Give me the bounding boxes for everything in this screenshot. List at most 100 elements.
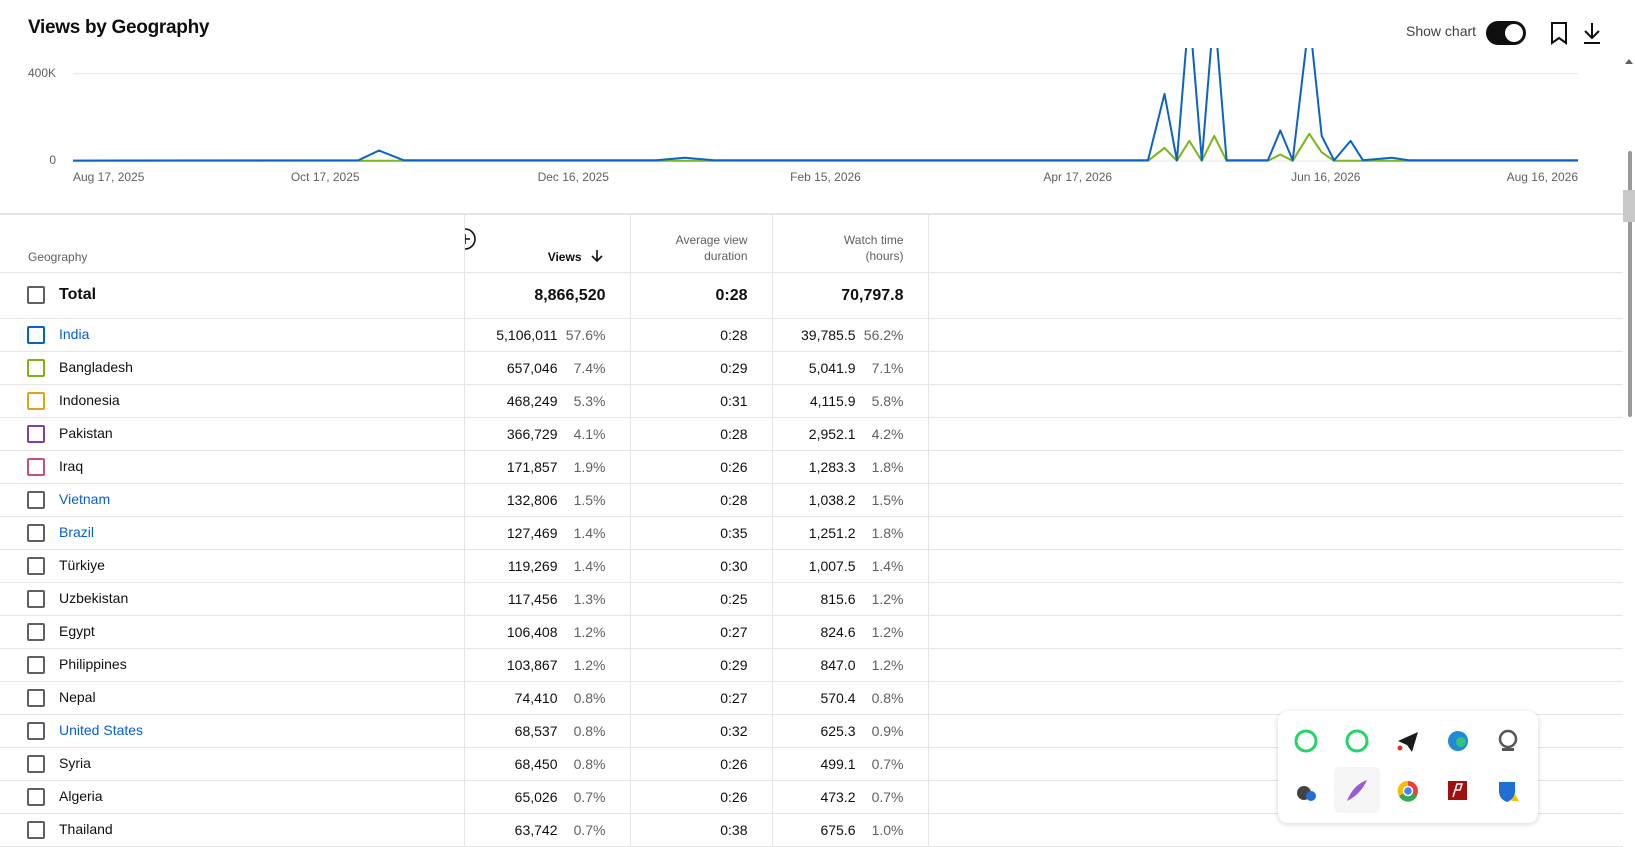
column-header[interactable]: Average view duration xyxy=(675,233,748,263)
checkbox[interactable] xyxy=(27,788,45,807)
views-value: 68,450 xyxy=(514,756,558,772)
download-icon[interactable] xyxy=(1584,23,1600,44)
geography-cell: United States xyxy=(0,714,465,748)
header-row: Geography Views Average view duration Wa… xyxy=(0,214,1623,273)
checkbox[interactable] xyxy=(27,425,45,444)
avg-duration: 0:29 xyxy=(630,351,773,385)
empty-cell xyxy=(928,516,1623,550)
avg-duration: 0:29 xyxy=(630,648,773,682)
column-header[interactable]: Views xyxy=(547,250,582,264)
avg-duration: 0:35 xyxy=(630,516,773,550)
watch-cell: 499.1 0.7% xyxy=(772,747,929,781)
country-row: Vietnam 132,806 1.5% 0:28 1,038.2 1.5% xyxy=(0,483,1623,517)
checkbox[interactable] xyxy=(27,755,45,774)
views-value: 117,456 xyxy=(507,591,558,607)
watch-value: 499.1 xyxy=(820,756,856,772)
watch-value: 1,283.3 xyxy=(808,459,856,475)
whatsapp-icon[interactable] xyxy=(1294,729,1318,753)
y-tick-label: 400K xyxy=(28,66,56,80)
checkbox[interactable] xyxy=(27,821,45,840)
toolbar xyxy=(1486,21,1600,45)
geography-cell: Pakistan xyxy=(0,417,465,451)
views-percent: 1.9% xyxy=(573,459,606,475)
country-row: Nepal 74,410 0.8% 0:27 570.4 0.8% xyxy=(0,681,1623,715)
chrome-icon[interactable] xyxy=(1397,780,1418,802)
avg-duration: 0:26 xyxy=(630,747,773,781)
checkbox[interactable] xyxy=(27,623,45,642)
views-cell: 366,729 4.1% xyxy=(464,417,631,451)
empty-cell xyxy=(928,648,1623,682)
tray-icons xyxy=(1294,729,1519,813)
checkbox[interactable] xyxy=(27,286,45,305)
bookmark-icon[interactable] xyxy=(1551,22,1567,45)
plot xyxy=(73,48,1578,162)
grid: 0 400K Aug 17, 2025 Oct 17, 2025 Dec 16, 202… xyxy=(28,66,1578,184)
checkbox[interactable] xyxy=(27,590,45,609)
checkbox[interactable] xyxy=(27,392,45,411)
webcam-icon[interactable] xyxy=(1498,729,1518,751)
views-cell: 127,469 1.4% xyxy=(464,516,631,550)
toggle[interactable] xyxy=(1486,21,1526,45)
checkbox[interactable] xyxy=(27,689,45,708)
views-value: 106,408 xyxy=(506,624,558,640)
watch-percent: 4.2% xyxy=(871,426,904,442)
scrollbar[interactable] xyxy=(1623,0,1635,833)
geography-cell: Egypt xyxy=(0,615,465,649)
checkbox[interactable] xyxy=(27,326,45,345)
checkbox[interactable] xyxy=(27,722,45,741)
telegram-icon[interactable] xyxy=(1397,732,1419,752)
views-value: 119,269 xyxy=(507,558,558,574)
column-header[interactable]: Watch time (hours) xyxy=(843,233,904,263)
add-column-icon[interactable] xyxy=(464,227,477,251)
feather-icon[interactable] xyxy=(1347,780,1367,801)
checkbox[interactable] xyxy=(27,359,45,378)
country-row: Philippines 103,867 1.2% 0:29 847.0 1.2% xyxy=(0,648,1623,682)
x-tick-label: Aug 16, 2026 xyxy=(1507,170,1579,184)
country-row: India 5,106,011 57.6% 0:28 39,785.5 56.2% xyxy=(0,318,1623,352)
views-percent: 1.2% xyxy=(573,657,606,673)
checkbox[interactable] xyxy=(27,656,45,675)
views-value: 68,537 xyxy=(514,723,558,739)
views-percent: 7.4% xyxy=(573,360,606,376)
edge-icon[interactable] xyxy=(1448,731,1468,751)
security-icon[interactable] xyxy=(1499,782,1519,802)
cloud-icon[interactable] xyxy=(1297,786,1316,801)
views-cell: 65,026 0.7% xyxy=(464,780,631,814)
country-name[interactable]: Vietnam xyxy=(59,490,111,507)
avg-duration: 0:27 xyxy=(630,615,773,649)
geography-cell: Algeria xyxy=(0,780,465,814)
geography-cell: Vietnam xyxy=(0,483,465,517)
geography-cell: Syria xyxy=(0,747,465,781)
watch-value: 39,785.5 xyxy=(801,327,856,343)
watch-percent: 1.2% xyxy=(871,657,904,673)
watch-percent: 1.8% xyxy=(871,459,904,475)
views-cell: 63,742 0.7% xyxy=(464,813,631,847)
checkbox[interactable] xyxy=(27,491,45,510)
country-name[interactable]: India xyxy=(59,325,90,342)
sort-icon[interactable] xyxy=(588,249,606,263)
country-name[interactable]: United States xyxy=(59,721,144,738)
chart: 0 400K Aug 17, 2025 Oct 17, 2025 Dec 16, 202… xyxy=(0,48,1623,214)
checkbox[interactable] xyxy=(27,458,45,477)
views-cell: 74,410 0.8% xyxy=(464,681,631,715)
watch-cell: 5,041.9 7.1% xyxy=(772,351,929,385)
views-percent: 1.2% xyxy=(573,624,606,640)
views-value: 132,806 xyxy=(506,492,558,508)
watch-cell: 824.6 1.2% xyxy=(772,615,929,649)
app-icon[interactable] xyxy=(1448,781,1467,800)
show-chart-label[interactable]: Show chart xyxy=(1406,23,1477,39)
watch-value: 4,115.9 xyxy=(809,393,856,409)
country-row: Egypt 106,408 1.2% 0:27 824.6 1.2% xyxy=(0,615,1623,649)
country-name[interactable]: Brazil xyxy=(59,523,95,540)
checkbox[interactable] xyxy=(27,524,45,543)
checkbox[interactable] xyxy=(27,557,45,576)
watch-value: 1,038.2 xyxy=(808,492,856,508)
watch-percent: 1.4% xyxy=(871,558,904,574)
watch-cell: 2,952.1 4.2% xyxy=(772,417,929,451)
watch-percent: 1.2% xyxy=(871,591,904,607)
geography-table: Geography Views Average view duration Wa… xyxy=(0,214,1623,847)
whatsapp-icon[interactable] xyxy=(1345,729,1369,753)
empty-cell xyxy=(928,483,1623,517)
country-name: Syria xyxy=(59,754,91,771)
geography-cell: Philippines xyxy=(0,648,465,682)
